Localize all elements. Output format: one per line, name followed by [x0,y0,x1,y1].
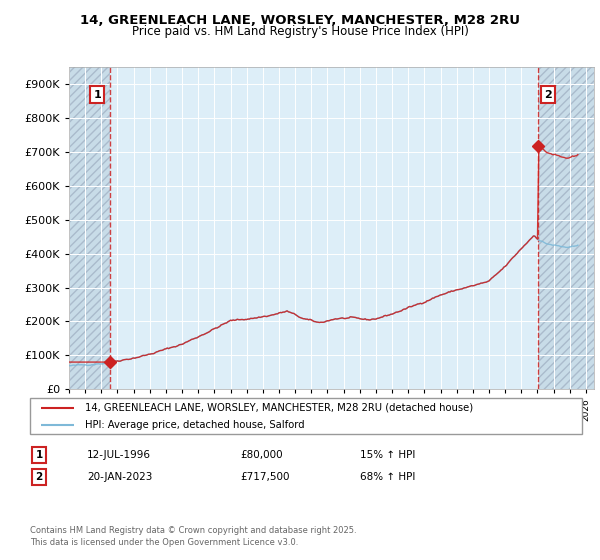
Text: 1: 1 [93,90,101,100]
Text: Price paid vs. HM Land Registry's House Price Index (HPI): Price paid vs. HM Land Registry's House … [131,25,469,38]
Text: 12-JUL-1996: 12-JUL-1996 [87,450,151,460]
Text: 20-JAN-2023: 20-JAN-2023 [87,472,152,482]
Text: HPI: Average price, detached house, Salford: HPI: Average price, detached house, Salf… [85,420,305,430]
Text: 14, GREENLEACH LANE, WORSLEY, MANCHESTER, M28 2RU: 14, GREENLEACH LANE, WORSLEY, MANCHESTER… [80,14,520,27]
Text: 68% ↑ HPI: 68% ↑ HPI [360,472,415,482]
Text: Contains HM Land Registry data © Crown copyright and database right 2025.
This d: Contains HM Land Registry data © Crown c… [30,526,356,547]
Text: £717,500: £717,500 [240,472,290,482]
FancyBboxPatch shape [30,398,582,434]
Text: 14, GREENLEACH LANE, WORSLEY, MANCHESTER, M28 2RU (detached house): 14, GREENLEACH LANE, WORSLEY, MANCHESTER… [85,403,473,413]
Text: 1: 1 [35,450,43,460]
Text: 15% ↑ HPI: 15% ↑ HPI [360,450,415,460]
Bar [538,67,594,389]
Text: 2: 2 [35,472,43,482]
Text: £80,000: £80,000 [240,450,283,460]
Text: 2: 2 [544,90,552,100]
Bar [69,67,110,389]
